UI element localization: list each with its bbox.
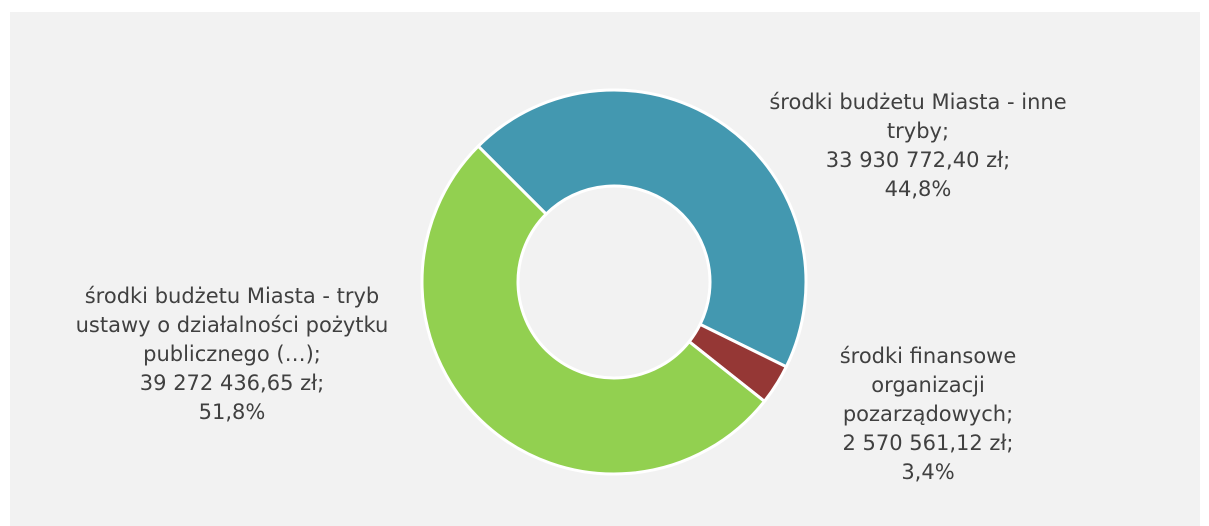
label-line: 2 570 561,12 zł;	[842, 431, 1014, 455]
donut-slice	[476, 88, 808, 369]
slice-label: środki finansowe organizacji pozarządowy…	[821, 342, 1036, 487]
slice-label: środki budżetu Miasta - inne tryby; 33 93…	[753, 88, 1083, 204]
label-line: 3,4%	[901, 460, 955, 484]
label-line: środki finansowe organizacji pozarządowy…	[839, 344, 1017, 426]
label-line: 51,8%	[198, 400, 266, 424]
label-line: środki budżetu Miasta - tryb ustawy o dz…	[75, 284, 389, 366]
label-line: 39 272 436,65 zł;	[139, 371, 325, 395]
label-line: środki budżetu Miasta - inne tryby;	[769, 90, 1067, 143]
slice-label: środki budżetu Miasta - tryb ustawy o dz…	[60, 282, 405, 427]
label-line: 33 930 772,40 zł;	[825, 148, 1011, 172]
donut-slice	[420, 144, 767, 476]
label-line: 44,8%	[884, 177, 952, 201]
